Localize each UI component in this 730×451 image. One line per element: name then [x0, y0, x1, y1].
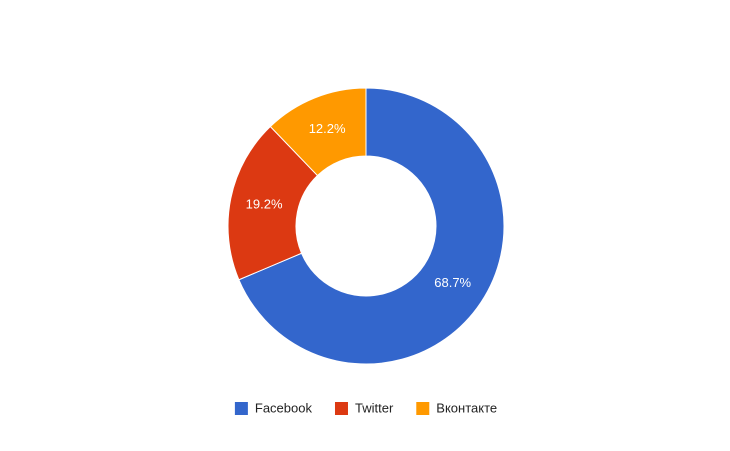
legend-label: Facebook — [255, 400, 313, 415]
legend-swatch — [334, 402, 348, 415]
legend-label: Вконтакте — [436, 400, 497, 415]
legend-swatch — [416, 402, 430, 415]
legend-label: Twitter — [355, 400, 394, 415]
slice — [238, 87, 505, 365]
legend-swatch — [234, 402, 248, 415]
slice — [269, 87, 367, 177]
slice-label: 12.2% — [309, 121, 346, 136]
slice-label: 68.7% — [434, 275, 471, 290]
slice-label: 19.2% — [246, 197, 283, 212]
